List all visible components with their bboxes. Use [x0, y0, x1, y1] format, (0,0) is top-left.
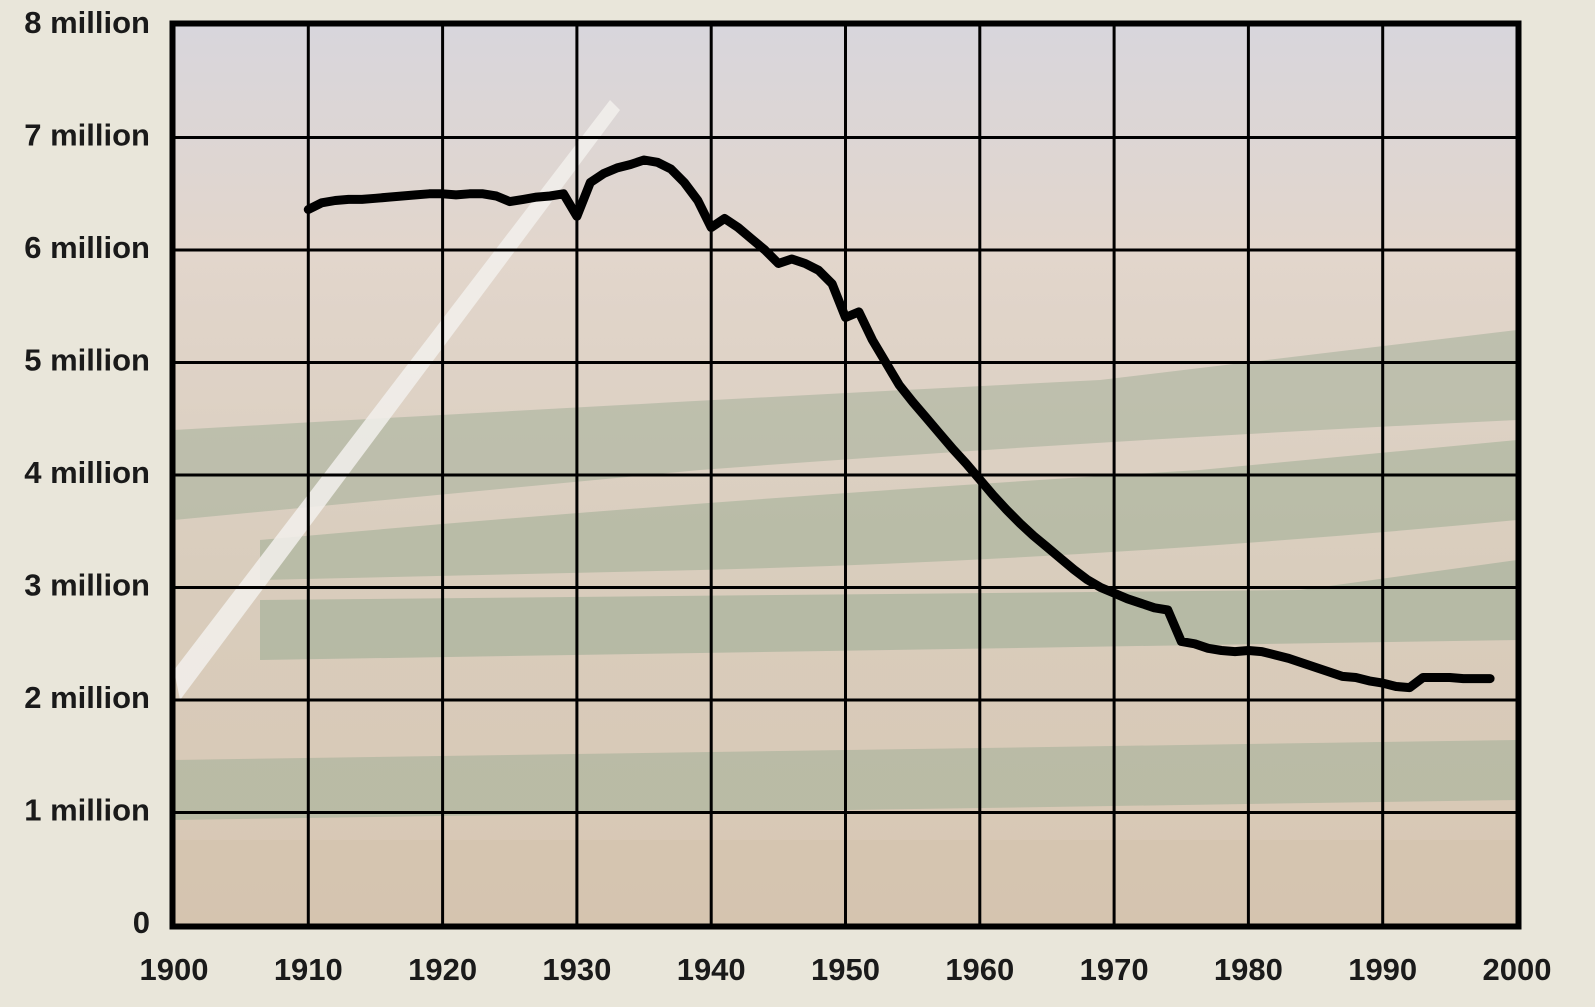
x-tick-label: 1900	[140, 952, 209, 987]
y-tick-label: 8 million	[24, 5, 150, 40]
x-tick-label: 1980	[1214, 952, 1283, 987]
y-tick-label: 3 million	[24, 568, 150, 603]
y-tick-label: 5 million	[24, 343, 150, 378]
x-tick-label: 1970	[1080, 952, 1149, 987]
x-tick-label: 1910	[274, 952, 343, 987]
x-tick-label: 1950	[811, 952, 880, 987]
x-tick-label: 1960	[945, 952, 1014, 987]
y-tick-label: 4 million	[24, 455, 150, 490]
x-tick-label: 1930	[542, 952, 611, 987]
y-tick-label: 0	[133, 905, 150, 940]
x-tick-label: 1920	[408, 952, 477, 987]
x-tick-label: 1990	[1348, 952, 1417, 987]
chart: 0 1 million 2 million 3 million 4 million 5 m…	[0, 0, 1595, 1007]
x-tick-label: 2000	[1483, 952, 1552, 987]
y-tick-label: 1 million	[24, 793, 150, 828]
y-tick-label: 2 million	[24, 680, 150, 715]
x-tick-label: 1940	[677, 952, 746, 987]
y-tick-label: 7 million	[24, 118, 150, 153]
y-tick-label: 6 million	[24, 230, 150, 265]
